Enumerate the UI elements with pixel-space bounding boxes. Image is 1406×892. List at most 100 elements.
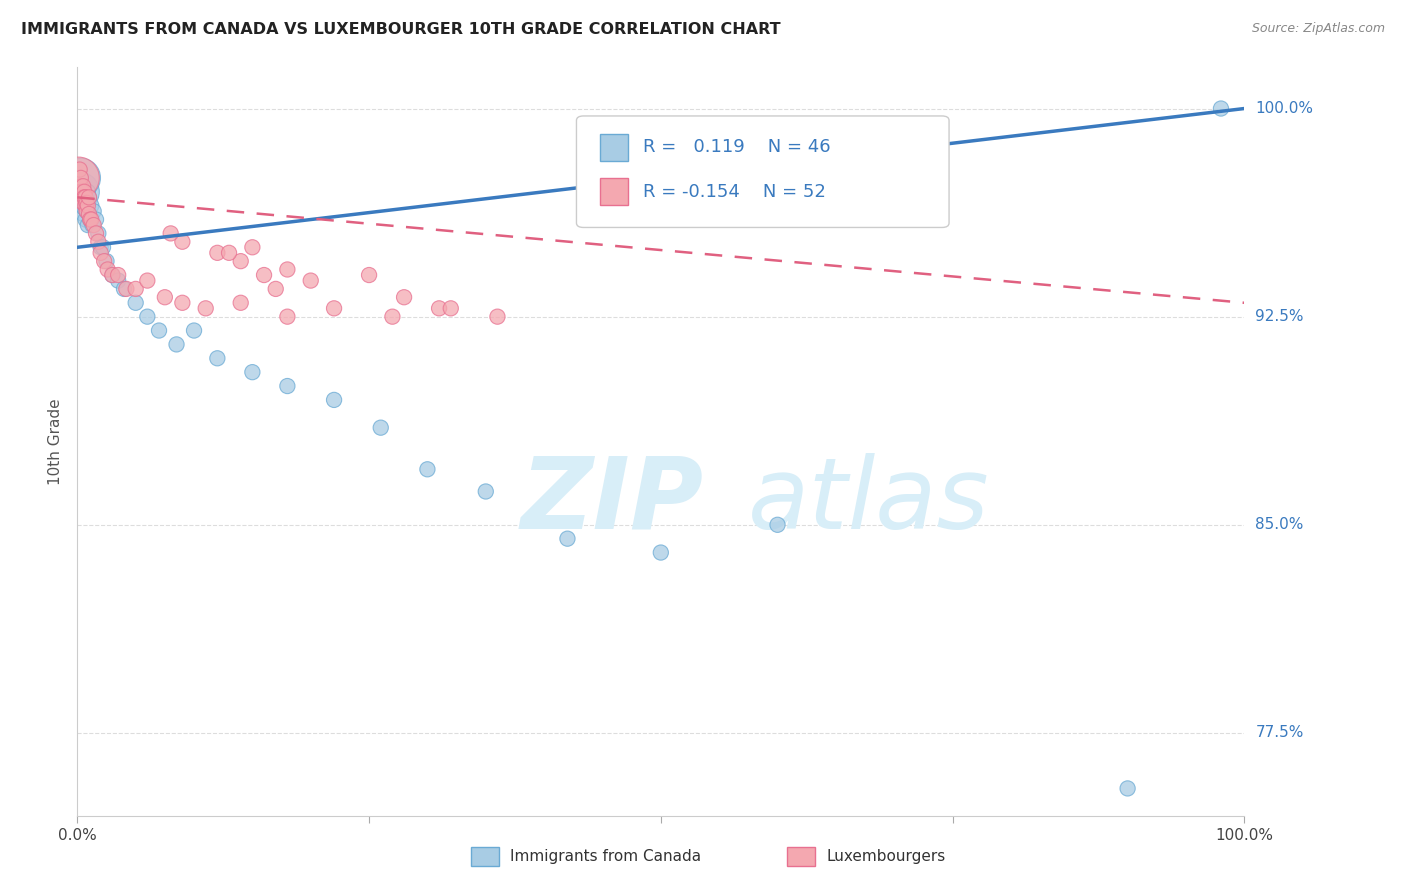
Point [183,324,205,338]
Point [207,245,229,260]
Point [75,190,97,204]
Point [124,295,148,310]
Point [1209,102,1232,116]
Point [242,240,264,254]
Point [91,240,114,254]
Point [218,245,240,260]
Point [90,240,112,254]
Point [124,282,148,296]
Point [80,199,103,213]
Point [67,170,90,185]
Text: 85.0%: 85.0% [1256,517,1303,533]
Point [299,274,322,288]
Point [276,379,298,393]
Point [76,199,98,213]
Point [101,268,124,282]
Point [357,268,380,282]
Point [172,235,194,249]
Point [166,337,188,351]
Point [72,179,94,194]
Point [97,262,120,277]
Point [172,295,194,310]
Text: Immigrants from Canada: Immigrants from Canada [510,849,702,863]
Point [70,179,93,194]
Point [70,190,93,204]
Point [1116,781,1139,796]
Point [650,545,672,559]
Point [474,484,498,499]
Point [96,254,118,268]
Point [76,204,98,219]
Text: R = -0.154    N = 52: R = -0.154 N = 52 [643,183,825,201]
Point [112,282,135,296]
Point [83,218,105,232]
Point [207,351,229,366]
Point [229,295,252,310]
Point [77,190,100,204]
Point [75,199,97,213]
Point [69,170,91,185]
Point [70,185,93,199]
Point [427,301,450,316]
Point [194,301,217,316]
Point [77,207,100,221]
Point [82,218,104,232]
Point [90,245,112,260]
Point [323,392,346,407]
Point [486,310,509,324]
Point [107,268,129,282]
Point [73,185,96,199]
Point [69,185,91,199]
Y-axis label: 10th Grade: 10th Grade [48,398,63,485]
Point [323,301,346,316]
Point [87,227,110,241]
Text: ZIP: ZIP [520,453,704,550]
Point [83,204,105,219]
Point [136,274,159,288]
Point [73,190,96,204]
Point [242,365,264,379]
Point [440,301,463,316]
Point [70,199,93,213]
Point [76,204,98,219]
Point [79,212,101,227]
Point [253,268,276,282]
Point [76,199,98,213]
Point [557,532,579,546]
Point [87,235,110,249]
Point [72,207,94,221]
Point [101,268,124,282]
Point [75,212,97,227]
Point [75,190,97,204]
Point [370,420,392,434]
Text: 100.0%: 100.0% [1256,101,1313,116]
Text: Luxembourgers: Luxembourgers [827,849,946,863]
Point [80,212,103,227]
Point [79,212,101,227]
Point [229,254,252,268]
Point [153,290,176,304]
Point [276,310,298,324]
Text: 92.5%: 92.5% [1256,310,1303,324]
Point [766,517,789,532]
Point [69,170,91,185]
Point [72,190,94,204]
Point [392,290,415,304]
Text: IMMIGRANTS FROM CANADA VS LUXEMBOURGER 10TH GRADE CORRELATION CHART: IMMIGRANTS FROM CANADA VS LUXEMBOURGER 1… [21,22,780,37]
Point [73,202,96,216]
Text: 77.5%: 77.5% [1256,725,1303,740]
Point [264,282,287,296]
Point [77,190,100,204]
Point [93,254,115,268]
Point [73,185,96,199]
Point [72,195,94,210]
Point [69,162,91,177]
Point [136,310,159,324]
Point [107,274,129,288]
Point [76,195,98,210]
Point [69,190,91,204]
Point [84,227,107,241]
Point [416,462,439,476]
Text: Source: ZipAtlas.com: Source: ZipAtlas.com [1251,22,1385,36]
Point [276,262,298,277]
